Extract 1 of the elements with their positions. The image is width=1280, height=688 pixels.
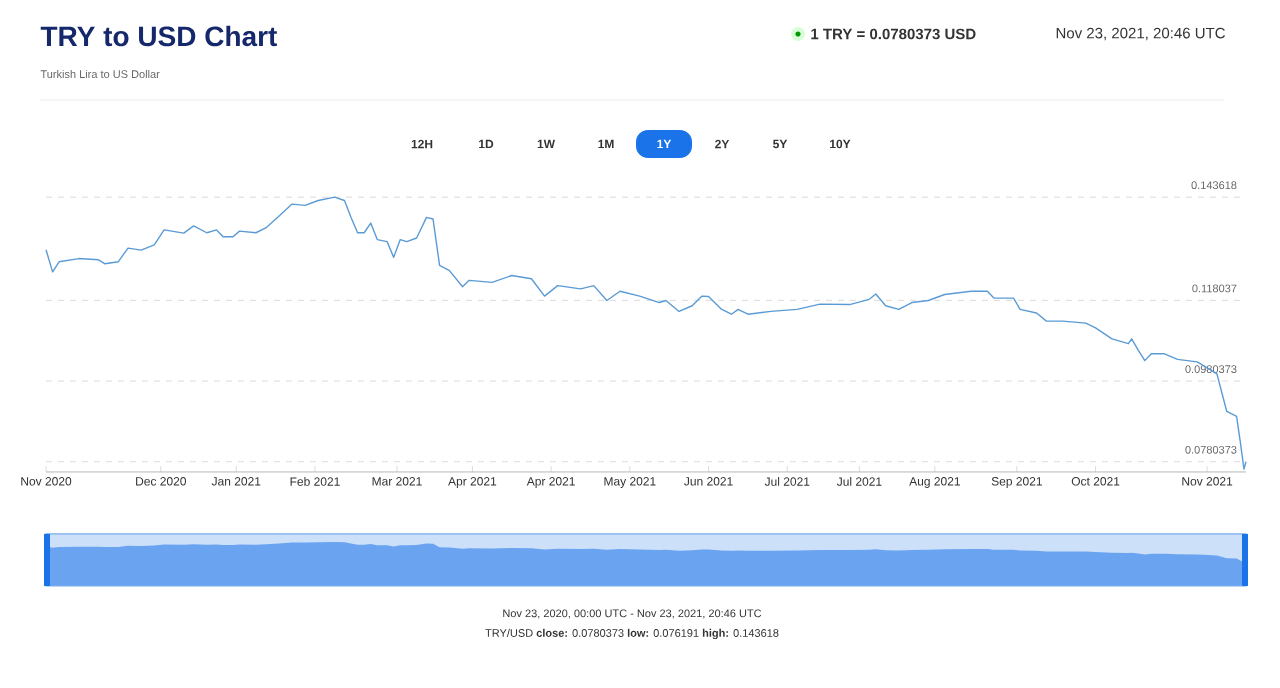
chart-title: TRY to USD Chart xyxy=(40,25,277,47)
